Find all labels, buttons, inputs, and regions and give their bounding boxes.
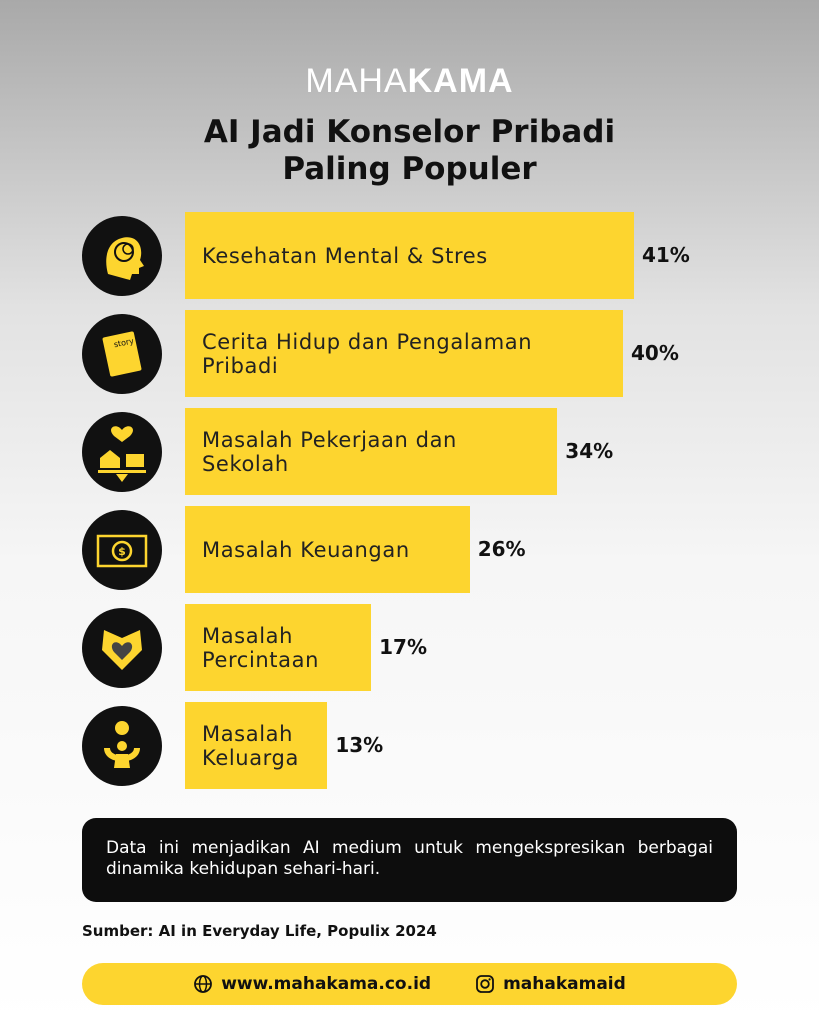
source: Sumber: AI in Everyday Life, Populix 202… [82, 922, 437, 940]
icon-graphic: $ [96, 534, 148, 568]
brand-logo: MAHAKAMA [0, 62, 819, 101]
icon-graphic [104, 721, 140, 768]
category-label: Masalah Percintaan [202, 623, 319, 672]
website-item: www.mahakama.co.id [193, 974, 431, 994]
value-label: 26% [477, 537, 526, 561]
icon-graphic: story [102, 331, 142, 377]
svg-text:story: story [113, 336, 135, 349]
brand-bold: KAMA [407, 62, 514, 100]
value-label: 41% [641, 243, 690, 267]
category-label: Kesehatan Mental & Stres [202, 243, 488, 268]
bar: Masalah Pekerjaan dan Sekolah [185, 408, 558, 495]
value-label: 40% [631, 341, 679, 365]
category-label: Masalah Pekerjaan dan Sekolah [202, 427, 457, 476]
chart-title: AI Jadi Konselor Pribadi Paling Populer [203, 114, 616, 187]
instagram-icon [476, 975, 494, 993]
category-icon: $ [82, 510, 162, 590]
bar: Cerita Hidup dan Pengalaman Pribadi [185, 310, 623, 397]
category-label: Cerita Hidup dan Pengalaman Pribadi [202, 329, 533, 378]
value-label: 34% [565, 439, 614, 463]
icon-graphic [98, 426, 146, 482]
category-icon: story [82, 314, 162, 394]
category-icon [82, 216, 162, 296]
instagram: mahakamaid [503, 974, 626, 994]
bar: Masalah Percintaan [185, 604, 372, 691]
value-label: 17% [379, 635, 428, 659]
instagram-item: mahakamaid [475, 974, 626, 994]
website: www.mahakama.co.id [221, 974, 432, 994]
bar: Masalah Keuangan [185, 506, 470, 593]
value-label: 13% [335, 733, 384, 757]
category-icon [82, 412, 162, 492]
svg-text:$: $ [118, 545, 126, 558]
footer: www.mahakama.co.id mahakamaid [82, 963, 737, 1005]
bar: Masalah Keluarga [185, 702, 328, 789]
category-icon [82, 706, 162, 786]
category-icon [82, 608, 162, 688]
category-label: Masalah Keluarga [202, 721, 299, 770]
category-label: Masalah Keuangan [202, 537, 410, 562]
globe-icon [194, 975, 213, 993]
bar: Kesehatan Mental & Stres [185, 212, 634, 299]
icon-graphic [106, 237, 144, 280]
brand-light: MAHA [305, 62, 408, 100]
note-box: Data ini menjadikan AI medium untuk meng… [82, 818, 737, 902]
icon-graphic [102, 630, 142, 670]
